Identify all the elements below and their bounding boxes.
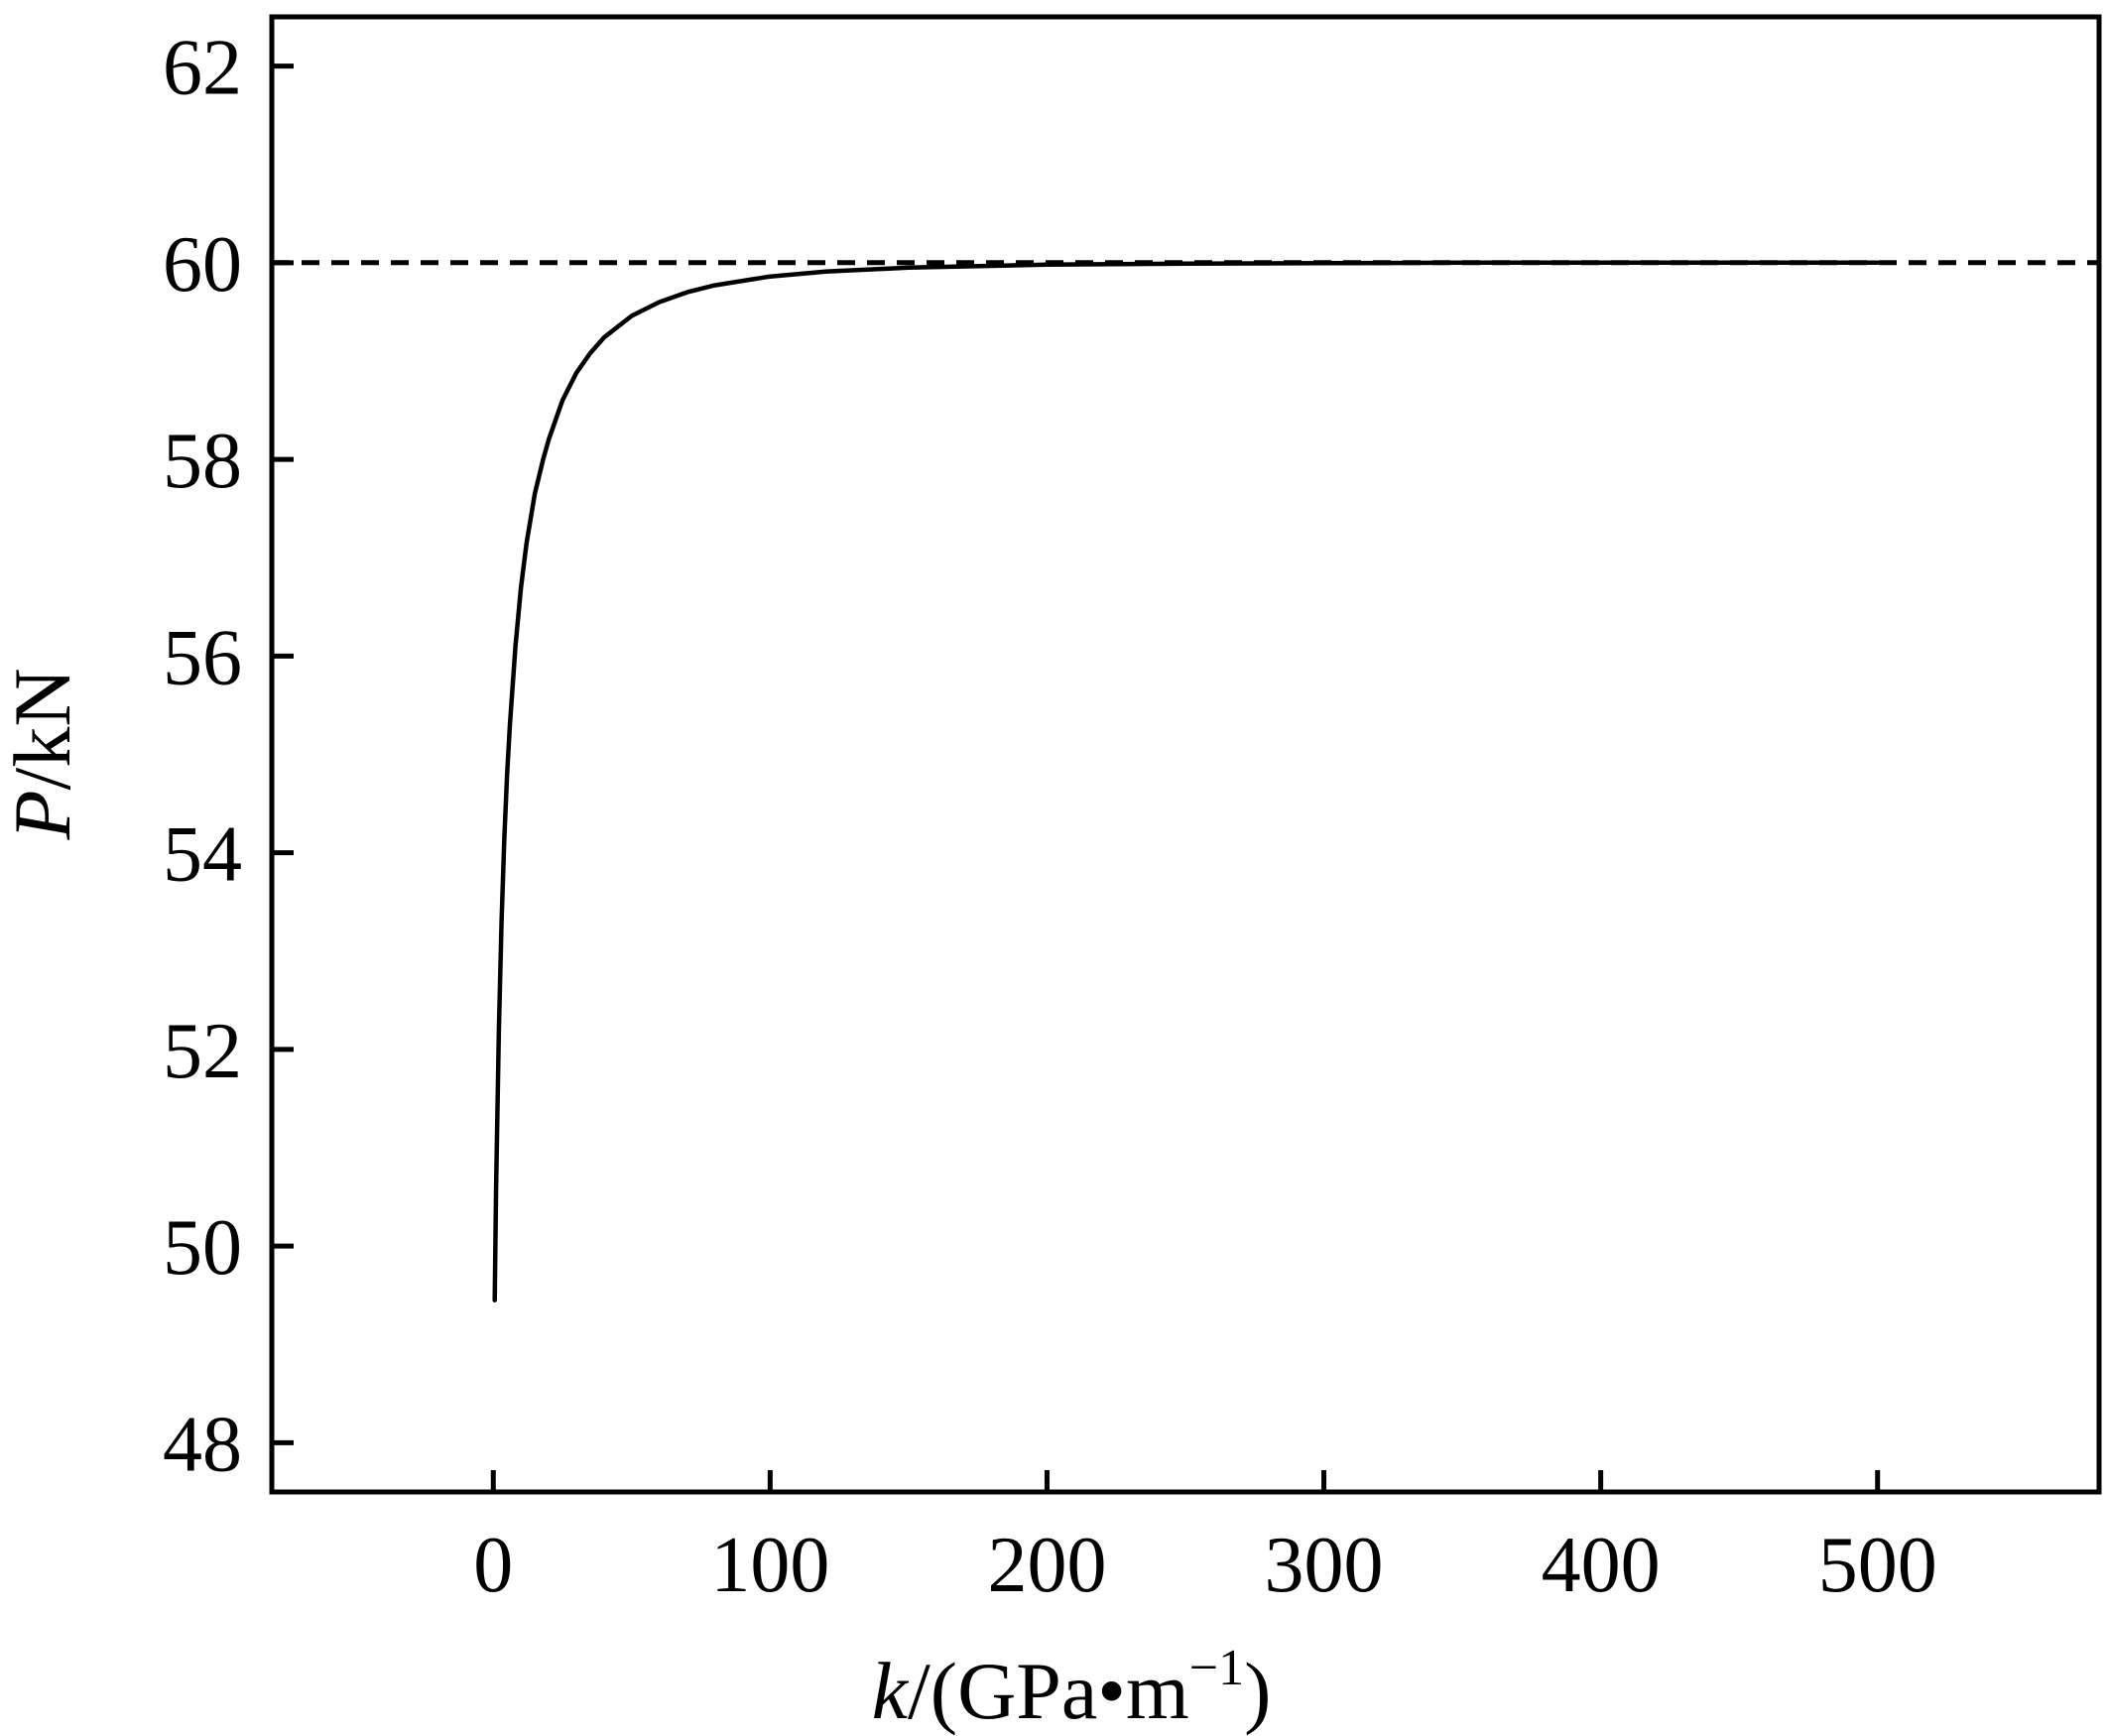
x-axis-variable: k	[872, 1646, 910, 1736]
data-curve	[492, 260, 1880, 1302]
y-tick-label: 58	[163, 418, 242, 505]
y-tick-label: 48	[163, 1401, 242, 1488]
y-axis-unit: /kN	[0, 668, 87, 790]
y-tick-label: 56	[163, 614, 242, 701]
x-tick-label: 0	[473, 1522, 513, 1609]
x-tick-label: 300	[1265, 1522, 1384, 1609]
x-axis-unit-exponent: −1	[1189, 1640, 1244, 1696]
x-axis-unit: /(GPa•m	[908, 1646, 1189, 1736]
y-tick-label: 60	[163, 221, 242, 309]
x-axis-title: k/(GPa•m−1)	[872, 1640, 1272, 1736]
y-tick-label: 54	[163, 811, 242, 899]
y-tick-label: 52	[163, 1008, 242, 1095]
data-series	[272, 260, 2099, 1302]
x-axis-unit-close: )	[1244, 1646, 1271, 1736]
y-axis-title: P/kN	[0, 668, 87, 840]
x-tick-label: 200	[987, 1522, 1106, 1609]
tick-labels: 0 100 200 300 400 500 48 50 52 54 56 58 60 62	[163, 25, 1937, 1609]
x-tick-label: 400	[1542, 1522, 1661, 1609]
x-tick-label: 100	[710, 1522, 829, 1609]
y-tick-label: 50	[163, 1204, 242, 1292]
y-axis-variable: P	[0, 790, 87, 840]
y-tick-label: 62	[163, 25, 242, 112]
x-tick-label: 500	[1818, 1522, 1937, 1609]
tick-marks	[272, 63, 1881, 1492]
plot-frame	[269, 14, 2102, 1495]
